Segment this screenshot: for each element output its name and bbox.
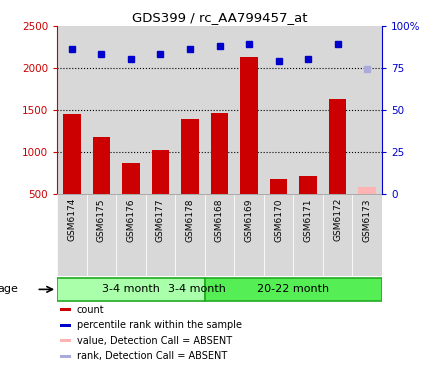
Text: GSM6168: GSM6168 bbox=[215, 198, 223, 242]
Text: GSM6175: GSM6175 bbox=[97, 198, 106, 242]
Bar bbox=[92, 137, 110, 194]
Bar bbox=[322, 194, 352, 276]
Bar bbox=[263, 194, 293, 276]
Text: GSM6174: GSM6174 bbox=[67, 198, 76, 242]
Text: GSM6169: GSM6169 bbox=[244, 198, 253, 242]
Bar bbox=[86, 26, 116, 194]
Bar bbox=[240, 57, 257, 194]
Text: rank, Detection Call = ABSENT: rank, Detection Call = ABSENT bbox=[76, 351, 226, 361]
Bar bbox=[263, 26, 293, 194]
Bar bbox=[57, 26, 86, 194]
Text: count: count bbox=[76, 305, 104, 315]
Bar bbox=[204, 194, 234, 276]
Bar bbox=[357, 187, 375, 194]
Bar bbox=[322, 26, 352, 194]
Bar bbox=[234, 194, 263, 276]
Bar bbox=[352, 194, 381, 276]
Bar bbox=[57, 194, 86, 276]
Bar bbox=[234, 26, 263, 194]
Bar bbox=[122, 163, 139, 194]
Text: GSM6170: GSM6170 bbox=[273, 198, 283, 242]
Bar bbox=[175, 194, 204, 276]
Bar bbox=[293, 26, 322, 194]
Bar bbox=[57, 277, 204, 301]
Bar bbox=[299, 176, 316, 194]
Bar bbox=[175, 26, 204, 194]
Text: GSM6172: GSM6172 bbox=[332, 198, 341, 242]
Bar bbox=[145, 194, 175, 276]
Bar bbox=[352, 26, 381, 194]
Bar bbox=[63, 114, 81, 194]
Bar bbox=[181, 119, 198, 194]
Text: GSM6171: GSM6171 bbox=[303, 198, 312, 242]
Bar bbox=[60, 339, 71, 343]
Bar bbox=[293, 194, 322, 276]
Text: 3-4 month: 3-4 month bbox=[168, 284, 226, 294]
Bar bbox=[151, 150, 169, 194]
Bar bbox=[204, 26, 234, 194]
Text: percentile rank within the sample: percentile rank within the sample bbox=[76, 320, 241, 330]
Text: GSM6177: GSM6177 bbox=[155, 198, 165, 242]
Text: value, Detection Call = ABSENT: value, Detection Call = ABSENT bbox=[76, 336, 231, 346]
Bar bbox=[210, 113, 228, 194]
Bar bbox=[328, 99, 346, 194]
Bar bbox=[145, 26, 175, 194]
Text: GSM6173: GSM6173 bbox=[362, 198, 371, 242]
Bar bbox=[269, 179, 287, 194]
Text: 20-22 month: 20-22 month bbox=[257, 284, 328, 294]
Bar bbox=[86, 194, 116, 276]
Title: GDS399 / rc_AA799457_at: GDS399 / rc_AA799457_at bbox=[131, 11, 307, 25]
Bar bbox=[60, 355, 71, 358]
Text: 3-4 month: 3-4 month bbox=[102, 284, 159, 294]
Bar bbox=[60, 324, 71, 327]
Bar bbox=[204, 277, 381, 301]
Text: GSM6176: GSM6176 bbox=[126, 198, 135, 242]
Bar bbox=[60, 308, 71, 311]
Bar bbox=[116, 26, 145, 194]
Bar bbox=[116, 194, 145, 276]
Text: GSM6178: GSM6178 bbox=[185, 198, 194, 242]
Text: age: age bbox=[0, 284, 19, 294]
